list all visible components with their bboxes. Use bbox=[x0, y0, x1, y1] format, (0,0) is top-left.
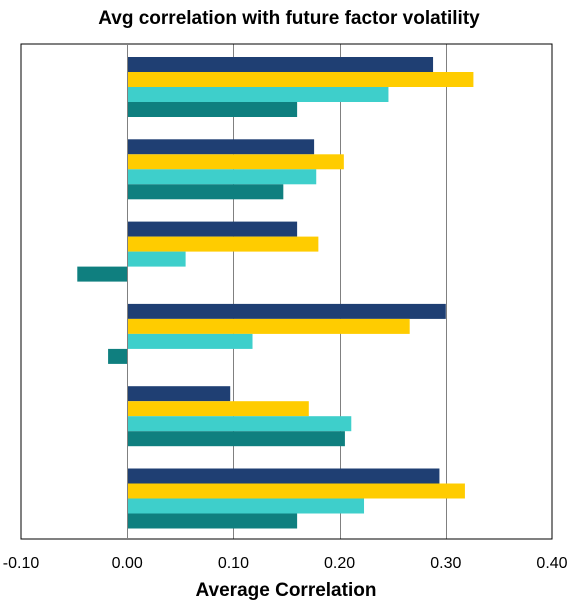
bar bbox=[127, 318, 410, 334]
bar bbox=[127, 154, 344, 170]
x-tick-label: 0.10 bbox=[218, 555, 249, 572]
x-tick-labels: -0.10 0.00 0.10 0.20 0.30 0.40 bbox=[3, 555, 568, 572]
grid-lines bbox=[127, 44, 447, 539]
bar bbox=[127, 498, 365, 514]
bar bbox=[127, 236, 319, 252]
bar bbox=[127, 139, 315, 155]
bar bbox=[127, 87, 389, 102]
x-axis-label: Average Correlation bbox=[195, 580, 377, 601]
bar bbox=[108, 348, 128, 364]
x-tick-label: 0.20 bbox=[324, 555, 355, 572]
bar bbox=[127, 303, 446, 319]
bar bbox=[127, 169, 317, 185]
bar bbox=[127, 483, 465, 499]
x-tick-label: 0.00 bbox=[112, 555, 143, 572]
bar bbox=[127, 468, 440, 484]
bar bbox=[127, 57, 434, 72]
bar bbox=[127, 72, 474, 87]
axes bbox=[20, 43, 553, 540]
bar bbox=[127, 184, 284, 200]
x-tick-label: 0.30 bbox=[430, 555, 461, 572]
x-tick-label: -0.10 bbox=[3, 555, 40, 572]
bar bbox=[127, 333, 253, 349]
x-tick-label: 0.40 bbox=[536, 555, 567, 572]
bars bbox=[77, 57, 474, 529]
bar bbox=[127, 431, 345, 447]
bar bbox=[77, 266, 128, 282]
chart-title: Avg correlation with future factor volat… bbox=[98, 8, 480, 29]
bar bbox=[127, 386, 231, 402]
bar bbox=[127, 513, 298, 529]
plot-area-frame bbox=[20, 43, 553, 540]
bar bbox=[127, 416, 352, 432]
bar bbox=[127, 102, 298, 117]
bar bbox=[127, 221, 298, 237]
bar bbox=[127, 251, 186, 267]
bar bbox=[127, 401, 309, 417]
